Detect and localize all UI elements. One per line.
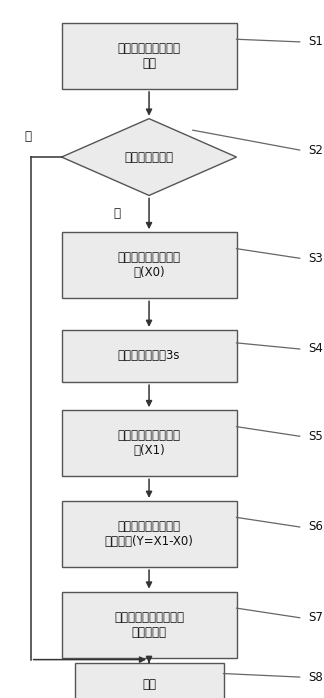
- Text: 是: 是: [113, 207, 120, 221]
- Text: 适合灰密检测？: 适合灰密检测？: [124, 151, 174, 163]
- Text: 否: 否: [24, 130, 31, 143]
- Text: S6: S6: [308, 521, 323, 533]
- FancyBboxPatch shape: [62, 410, 237, 476]
- Text: S5: S5: [308, 430, 323, 443]
- Text: 读取传感器激光光通
量(X1): 读取传感器激光光通 量(X1): [118, 429, 180, 457]
- Text: 结束: 结束: [142, 678, 156, 690]
- Text: 读取传感器初始光通
量(X0): 读取传感器初始光通 量(X0): [118, 251, 180, 279]
- FancyBboxPatch shape: [75, 663, 224, 698]
- Text: 打开激光并延时3s: 打开激光并延时3s: [118, 350, 180, 362]
- Text: S7: S7: [308, 611, 323, 624]
- Text: 将激光光通量减去初
始光通量(Y=X1-X0): 将激光光通量减去初 始光通量(Y=X1-X0): [105, 520, 193, 548]
- Text: S3: S3: [308, 252, 323, 265]
- FancyBboxPatch shape: [62, 592, 237, 658]
- Text: S4: S4: [308, 343, 323, 355]
- FancyBboxPatch shape: [62, 501, 237, 567]
- Text: S1: S1: [308, 36, 323, 48]
- FancyBboxPatch shape: [62, 22, 237, 89]
- Text: 获取检测点的微气象
数据: 获取检测点的微气象 数据: [118, 42, 180, 70]
- Text: S8: S8: [308, 671, 323, 683]
- FancyBboxPatch shape: [62, 330, 237, 383]
- FancyBboxPatch shape: [62, 232, 237, 299]
- Text: S2: S2: [308, 144, 323, 156]
- Text: 拟合光透射率与灰密值
的关系曲线: 拟合光透射率与灰密值 的关系曲线: [114, 611, 184, 639]
- Polygon shape: [62, 119, 237, 195]
